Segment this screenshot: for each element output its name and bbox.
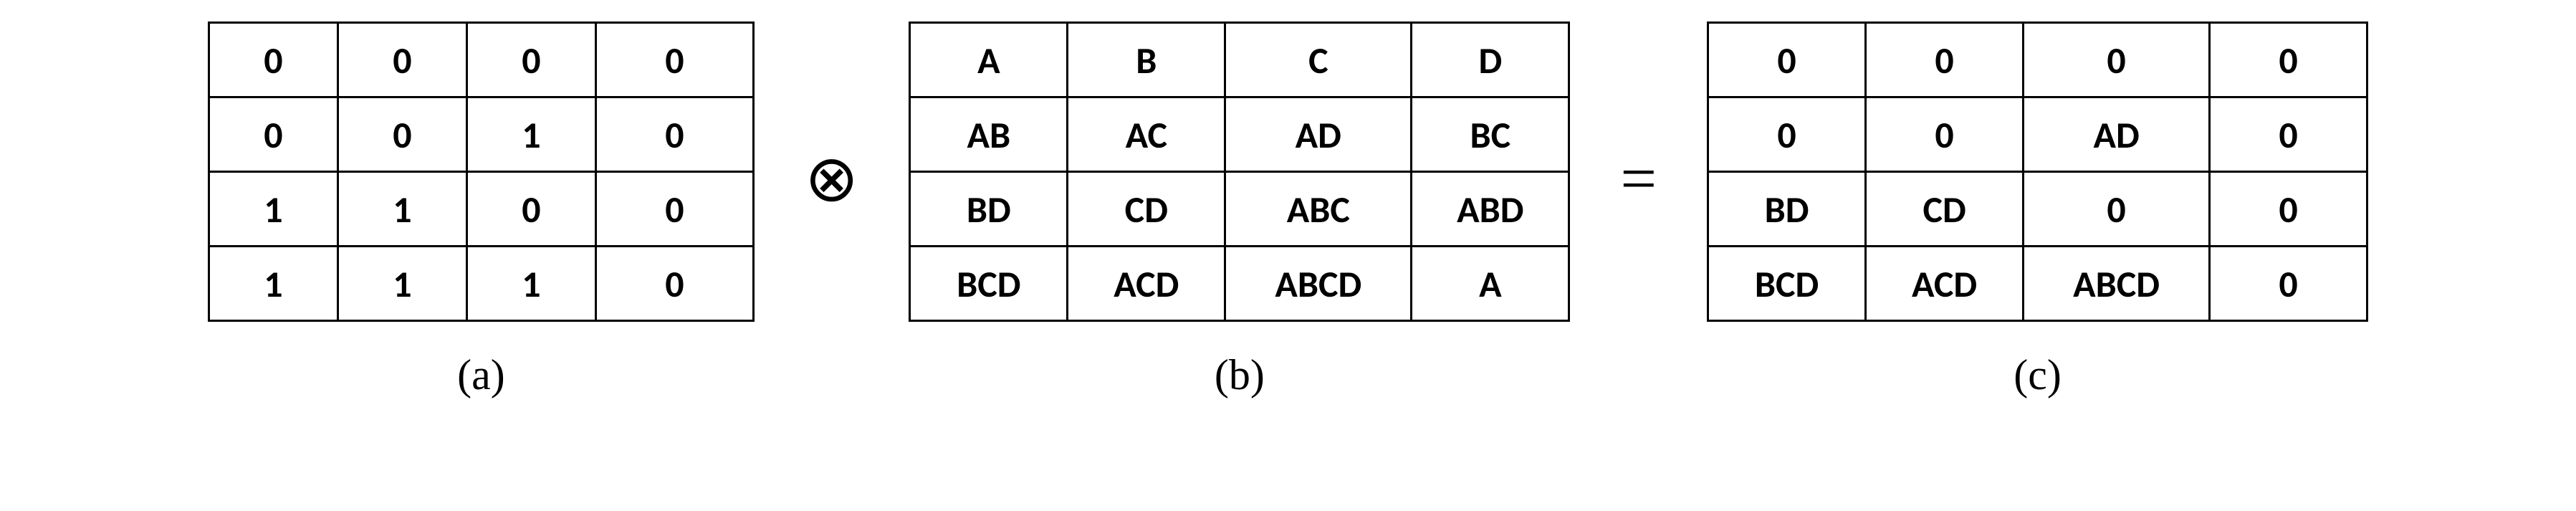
table-b: A B C D AB AC AD BC BD CD ABC ABD BCD AC… [909, 22, 1570, 322]
cell: 1 [466, 247, 595, 321]
cell: A [1412, 247, 1569, 321]
table-c: 0 0 0 0 0 0 AD 0 BD CD 0 0 BCD ACD ABCD [1707, 22, 2368, 322]
cell: 0 [466, 23, 595, 97]
table-row: BD CD 0 0 [1708, 172, 2367, 247]
table-row: BCD ACD ABCD A [910, 247, 1569, 321]
cell: BD [1708, 172, 1866, 247]
cell: 0 [337, 97, 466, 172]
table-row: A B C D [910, 23, 1569, 97]
cell: ACD [1068, 247, 1225, 321]
equals-operator: = [1620, 142, 1657, 280]
cell: 0 [2210, 247, 2367, 321]
cell: 0 [466, 172, 595, 247]
cell: 0 [2210, 97, 2367, 172]
table-row: 0 0 0 0 [209, 23, 753, 97]
cell: ABCD [1225, 247, 1412, 321]
table-row: BCD ACD ABCD 0 [1708, 247, 2367, 321]
cell: A [910, 23, 1068, 97]
cell: ABC [1225, 172, 1412, 247]
cell: BC [1412, 97, 1569, 172]
cell: 0 [1708, 23, 1866, 97]
cell: AC [1068, 97, 1225, 172]
table-a: 0 0 0 0 0 0 1 0 1 1 0 0 1 1 1 0 [208, 22, 755, 322]
cell: 0 [209, 97, 337, 172]
cell: 0 [2024, 172, 2210, 247]
cell: 0 [209, 23, 337, 97]
table-c-wrap: 0 0 0 0 0 0 AD 0 BD CD 0 0 BCD ACD ABCD [1707, 22, 2368, 400]
cell: 0 [1866, 23, 2024, 97]
cell: 0 [595, 247, 753, 321]
table-row: 0 0 AD 0 [1708, 97, 2367, 172]
table-row: BD CD ABC ABD [910, 172, 1569, 247]
cell: B [1068, 23, 1225, 97]
cell: AD [1225, 97, 1412, 172]
cell: 1 [466, 97, 595, 172]
cell: CD [1866, 172, 2024, 247]
cell: AB [910, 97, 1068, 172]
cell: 1 [209, 247, 337, 321]
cell: C [1225, 23, 1412, 97]
cell: BCD [1708, 247, 1866, 321]
table-row: 0 0 0 0 [1708, 23, 2367, 97]
cell: 0 [1708, 97, 1866, 172]
table-row: 0 0 1 0 [209, 97, 753, 172]
cell: 0 [595, 23, 753, 97]
cell: 0 [595, 97, 753, 172]
cell: ABD [1412, 172, 1569, 247]
caption-c: (c) [2014, 350, 2062, 400]
cell: ABCD [2024, 247, 2210, 321]
table-b-wrap: A B C D AB AC AD BC BD CD ABC ABD BCD AC… [909, 22, 1570, 400]
table-row: 1 1 1 0 [209, 247, 753, 321]
table-a-wrap: 0 0 0 0 0 0 1 0 1 1 0 0 1 1 1 0 [208, 22, 755, 400]
cell: 0 [595, 172, 753, 247]
caption-a: (a) [457, 350, 505, 400]
equation-row: 0 0 0 0 0 0 1 0 1 1 0 0 1 1 1 0 [208, 22, 2368, 400]
cell: D [1412, 23, 1569, 97]
cell: 0 [337, 23, 466, 97]
cell: 0 [2210, 23, 2367, 97]
table-row: AB AC AD BC [910, 97, 1569, 172]
table-row: 1 1 0 0 [209, 172, 753, 247]
cell: 1 [337, 247, 466, 321]
cell: 0 [2024, 23, 2210, 97]
cell: ACD [1866, 247, 2024, 321]
cell: AD [2024, 97, 2210, 172]
cell: 0 [2210, 172, 2367, 247]
cell: CD [1068, 172, 1225, 247]
cell: BD [910, 172, 1068, 247]
tensor-operator: ⊗ [805, 141, 858, 281]
cell: 1 [337, 172, 466, 247]
caption-b: (b) [1215, 350, 1265, 400]
cell: 0 [1866, 97, 2024, 172]
cell: BCD [910, 247, 1068, 321]
cell: 1 [209, 172, 337, 247]
